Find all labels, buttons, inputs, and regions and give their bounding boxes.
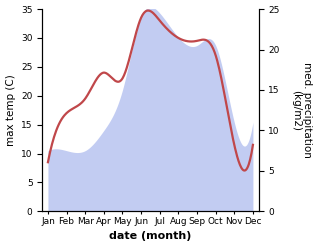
Y-axis label: max temp (C): max temp (C) [5, 74, 16, 146]
Y-axis label: med. precipitation
(kg/m2): med. precipitation (kg/m2) [291, 62, 313, 158]
X-axis label: date (month): date (month) [109, 231, 192, 242]
